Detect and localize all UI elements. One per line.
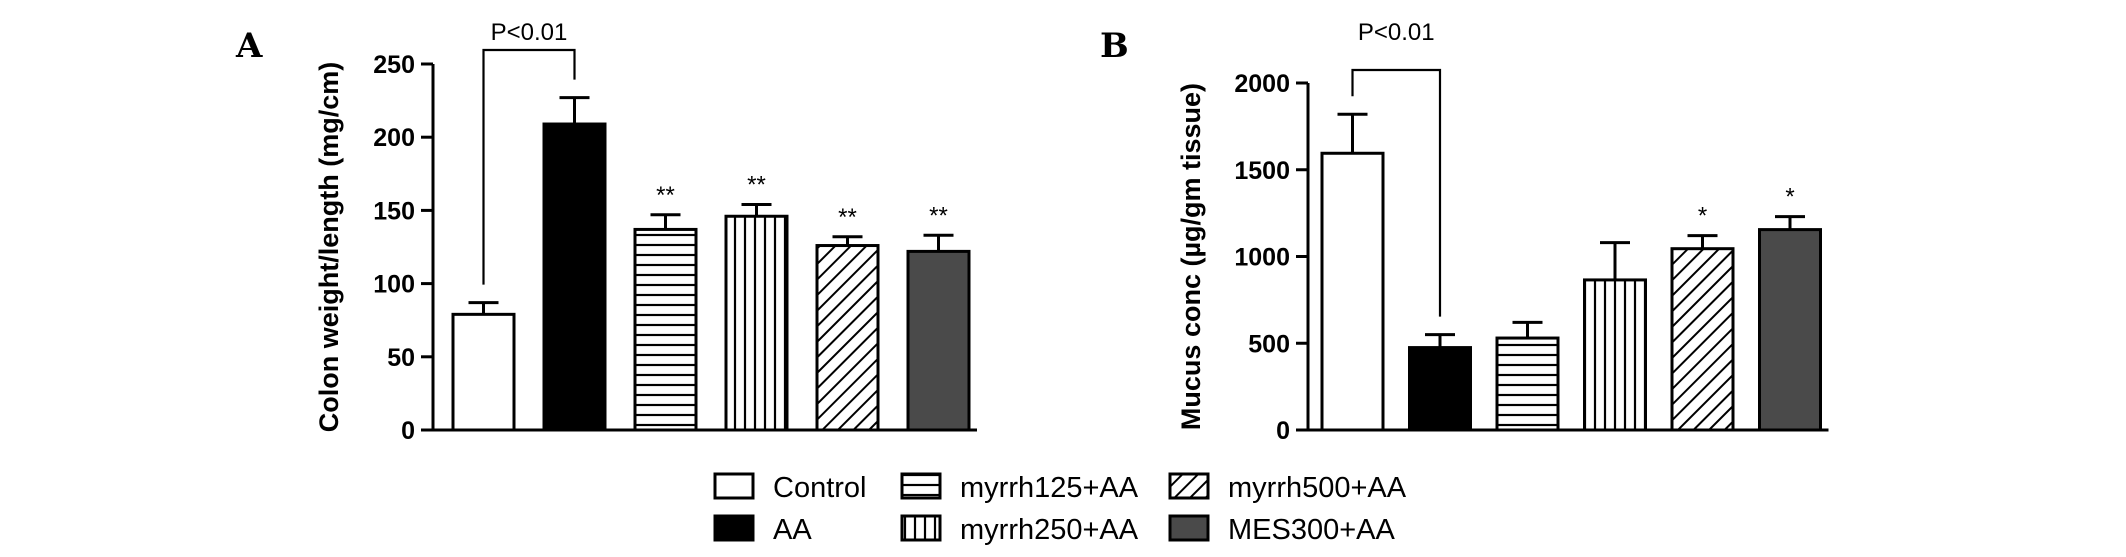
bar-3 [633,227,698,432]
legend-swatch-5 [1168,472,1210,500]
y-tick-label: 150 [373,197,415,225]
significance-mark: ** [656,182,675,209]
legend-label: AA [773,514,812,546]
y-axis-label: Colon weight/length (mg/cm) [314,62,344,432]
bar-4 [1583,278,1647,432]
y-tick-label: 500 [1248,330,1290,358]
y-tick-label: 1000 [1234,244,1290,272]
bar-2 [1408,346,1472,432]
bar-3 [1495,336,1560,432]
panel-b-chart: 0 500 1000 1500 2000 Mucus conc (µg/gm tissue… [1176,19,1829,445]
bar-1 [1320,151,1385,432]
legend-swatch-4 [900,514,942,542]
legend-label: Control [773,472,867,504]
comparison-bracket [1351,68,1442,317]
y-tick-label: 100 [373,271,415,299]
y-axis-label: Mucus conc (µg/gm tissue) [1176,83,1206,430]
legend-swatch-3 [900,472,942,500]
y-tick-label: 0 [401,417,415,445]
p-value-label: P<0.01 [1358,19,1435,46]
legend-swatch-2 [713,514,755,542]
panel-letter-b: B [1100,26,1129,66]
significance-mark: * [1785,184,1794,211]
y-tick-label: 1500 [1234,157,1290,185]
legend-label: myrrh500+AA [1228,472,1407,504]
p-value-label: P<0.01 [491,19,568,46]
significance-mark: ** [929,202,948,229]
legend-label: myrrh250+AA [960,514,1139,546]
y-tick-label: 2000 [1234,70,1290,98]
bar-1 [451,312,516,432]
legend-label: myrrh125+AA [960,472,1139,504]
y-tick-label: 50 [387,344,415,372]
panel-a-chart: 0 50 100 150 200 250 Colon weight/length (mg/c… [314,19,977,445]
panel-letter-a: A [235,26,263,66]
significance-mark: ** [747,172,766,199]
comparison-bracket [482,48,576,285]
bar-6 [906,249,971,432]
significance-mark: ** [838,204,857,231]
bar-4 [724,214,789,432]
bar-5 [815,244,880,432]
bar-2 [542,122,607,432]
y-tick-label: 0 [1276,417,1290,445]
significance-mark: * [1698,203,1707,230]
legend-label: MES300+AA [1228,514,1396,546]
bar-6 [1758,228,1822,432]
bar-5 [1670,247,1735,432]
legend-swatch-1 [713,472,755,500]
y-tick-label: 200 [373,124,415,152]
legend: Control AA myrrh125+AA myrrh250+AA myrrh500+… [713,472,1407,546]
legend-swatch-6 [1168,514,1210,542]
y-tick-label: 250 [373,51,415,79]
